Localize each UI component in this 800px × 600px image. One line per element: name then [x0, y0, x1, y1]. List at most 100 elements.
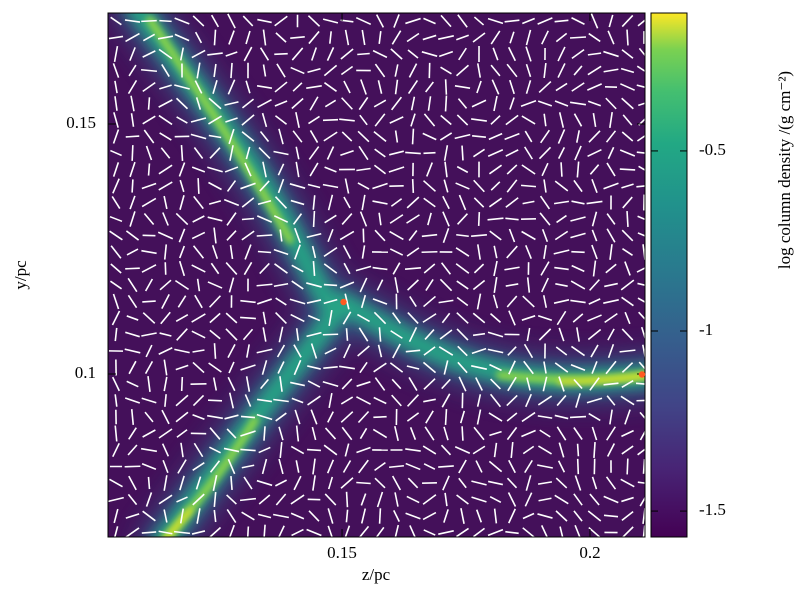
vector [257, 199, 272, 206]
vector [177, 459, 187, 474]
vector [178, 162, 186, 177]
vector [174, 17, 190, 25]
vector [444, 79, 448, 95]
vector [605, 263, 617, 274]
vector [553, 299, 570, 304]
vector [359, 211, 368, 227]
vector [411, 178, 415, 194]
vector [391, 312, 402, 324]
vector [508, 228, 516, 243]
vector [456, 527, 469, 537]
vector [207, 216, 223, 222]
vector [341, 378, 353, 390]
vector [326, 47, 335, 61]
vector [179, 179, 185, 193]
vector [245, 376, 251, 392]
vector [487, 149, 504, 157]
vector [140, 447, 158, 453]
vector [605, 360, 617, 375]
vector [570, 299, 586, 304]
vector [571, 17, 585, 25]
vector [389, 230, 404, 241]
vector [439, 132, 453, 141]
vector [191, 313, 206, 323]
vector [592, 113, 597, 127]
vector [588, 412, 601, 422]
vector [163, 475, 168, 491]
vector [291, 397, 304, 404]
vector [422, 445, 437, 455]
vector [504, 266, 520, 271]
vector [306, 232, 322, 239]
vector [539, 429, 551, 438]
vector [158, 428, 173, 439]
vector [407, 79, 419, 95]
vector [571, 48, 585, 60]
vector [246, 344, 250, 358]
vector [274, 15, 288, 27]
vector [587, 65, 602, 76]
vector [229, 145, 234, 161]
vector [421, 51, 438, 57]
vector [570, 364, 586, 371]
vector [555, 283, 568, 287]
vector [603, 68, 619, 73]
vector [163, 376, 168, 392]
vector [141, 397, 157, 404]
vector [259, 47, 270, 61]
vector [344, 525, 351, 537]
vector [293, 344, 302, 358]
vector [455, 247, 470, 257]
vector [389, 464, 404, 469]
vector [571, 250, 585, 254]
vector [228, 277, 235, 293]
vector [490, 378, 501, 390]
vector [493, 442, 498, 458]
vector [622, 114, 633, 126]
vector [158, 347, 173, 355]
vector [262, 327, 267, 342]
vector [322, 183, 339, 189]
vector [310, 343, 318, 359]
vector [439, 329, 453, 340]
vector [624, 311, 631, 325]
vector [195, 476, 202, 490]
vector [163, 195, 168, 210]
vector [588, 298, 601, 305]
vector [142, 300, 156, 303]
vector [374, 461, 386, 472]
vector [557, 63, 566, 78]
vector [522, 200, 535, 205]
vector [620, 395, 635, 406]
vector [246, 526, 250, 537]
vector [273, 282, 289, 288]
vector [524, 459, 533, 474]
vector [471, 347, 487, 355]
vector [345, 491, 349, 508]
vector [226, 428, 237, 439]
vector [180, 376, 184, 392]
vector [621, 429, 634, 438]
vector [130, 95, 135, 112]
vector [125, 527, 140, 537]
vector [295, 112, 300, 128]
vector [458, 47, 467, 61]
vector [576, 443, 580, 457]
vector [589, 493, 600, 506]
x-tick-label: 0.2 [579, 543, 600, 562]
vector [608, 14, 614, 28]
vector [526, 277, 531, 293]
vector [208, 134, 222, 139]
vector [423, 17, 436, 25]
vector [323, 246, 338, 258]
vector [619, 349, 636, 353]
vector [576, 327, 580, 342]
vector [487, 480, 504, 486]
vector [374, 229, 386, 242]
vector [109, 478, 123, 488]
vector [454, 85, 471, 89]
vector [407, 312, 419, 324]
vector [456, 328, 469, 341]
vector [493, 95, 498, 112]
vector [344, 178, 350, 194]
